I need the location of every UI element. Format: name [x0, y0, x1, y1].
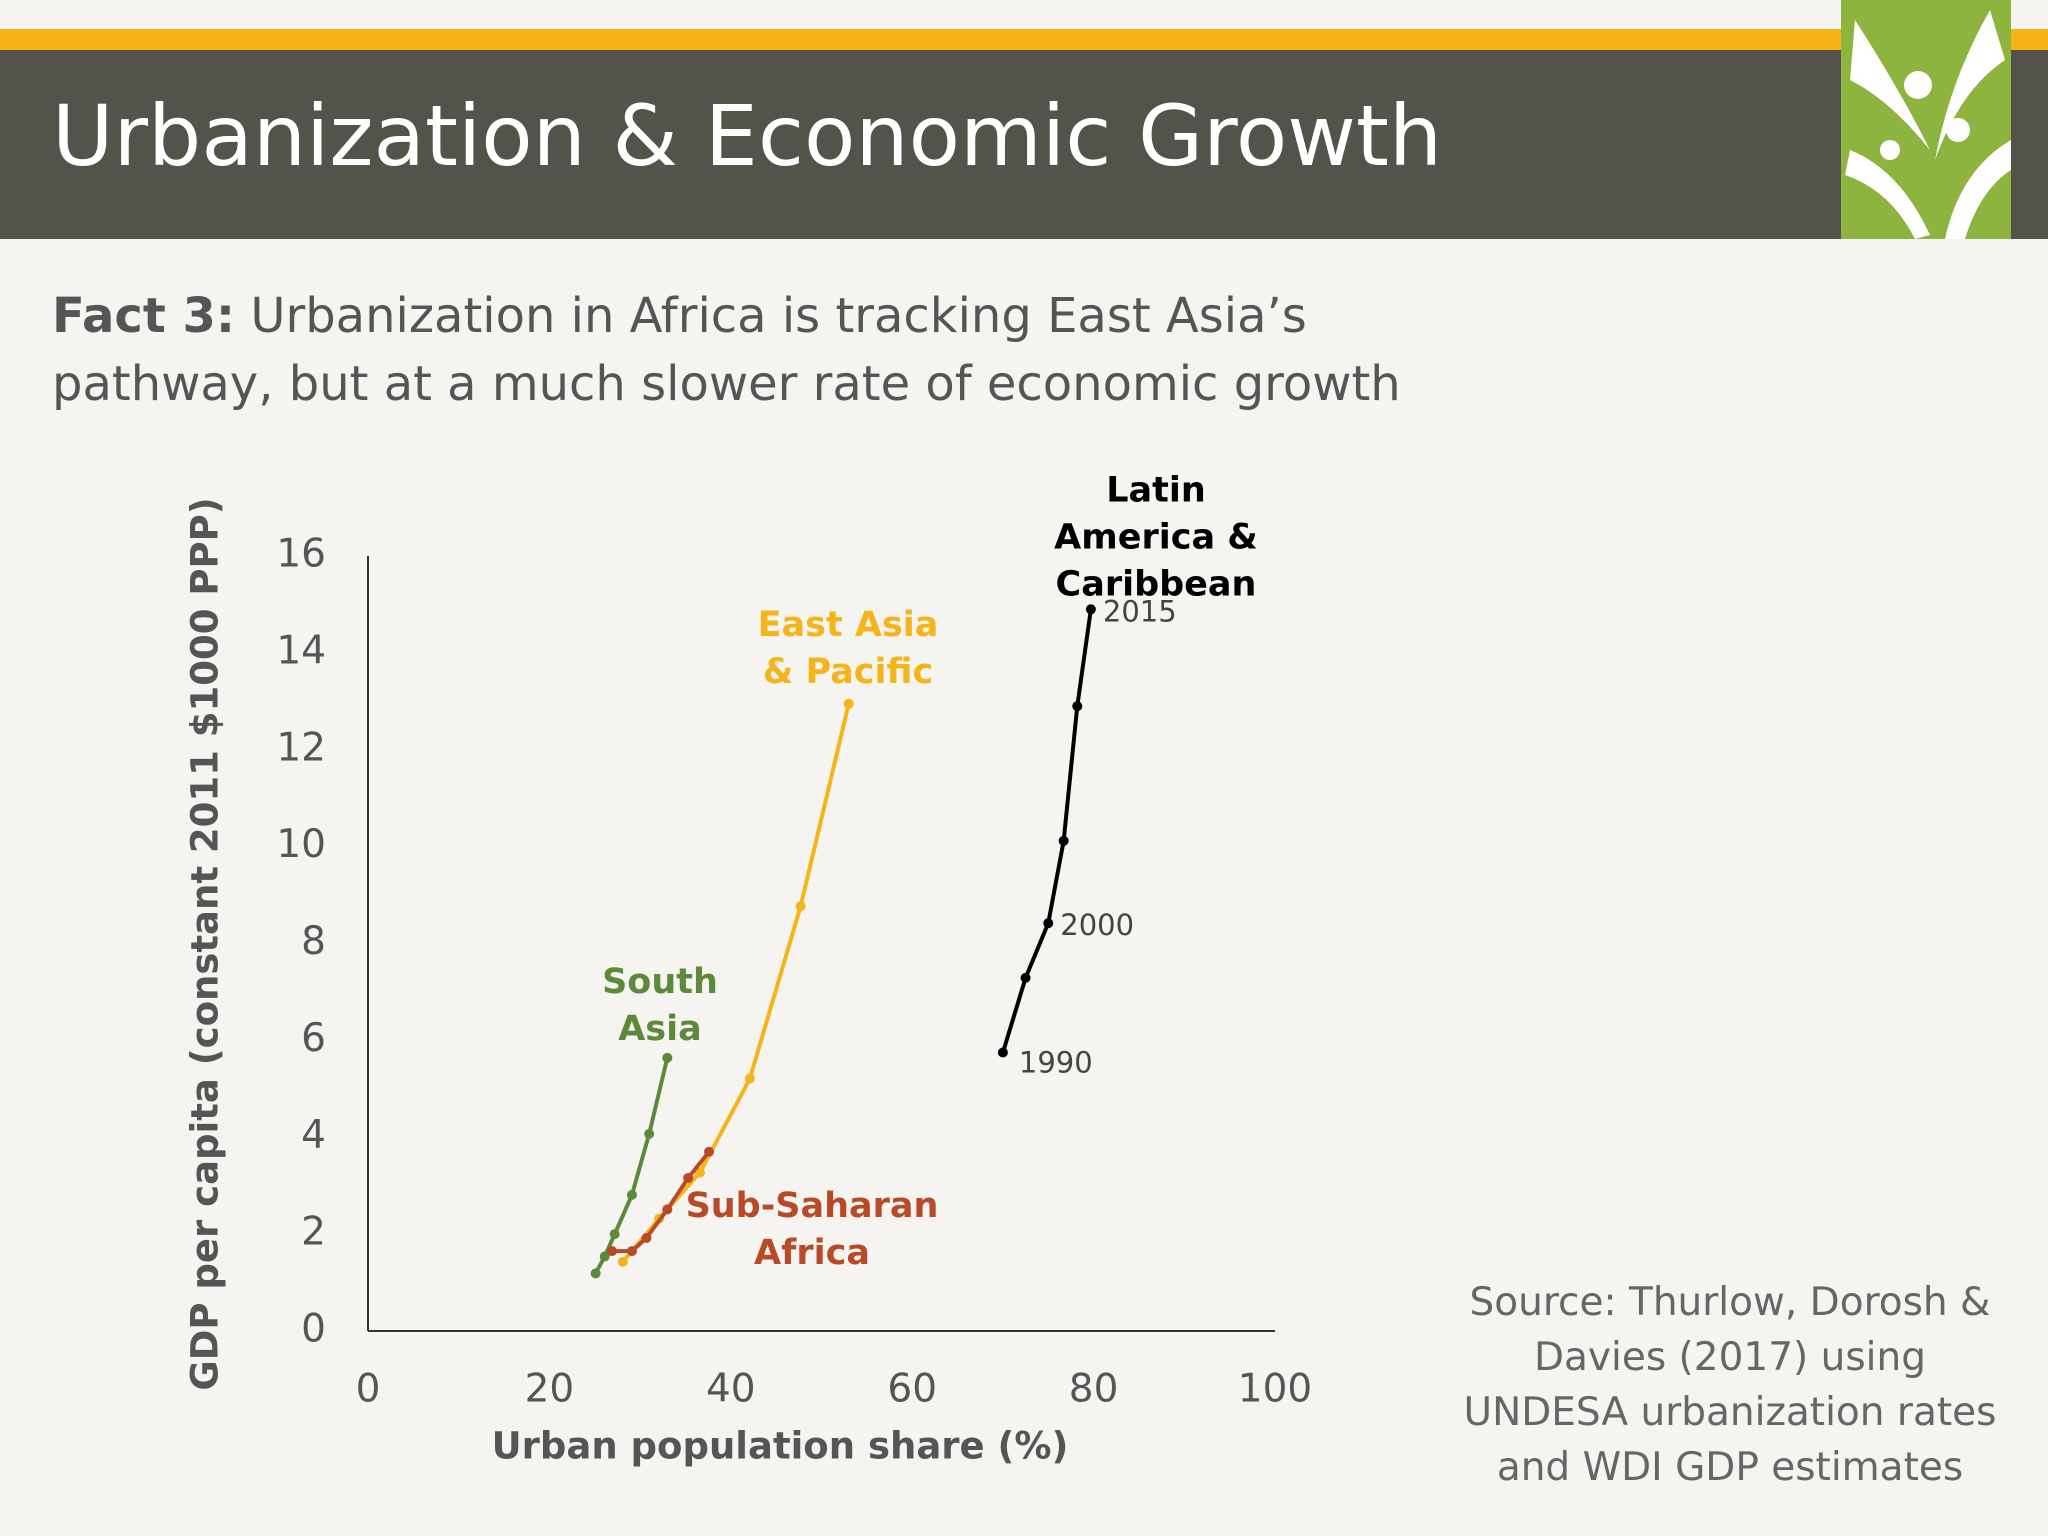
y-axis-label: GDP per capita (constant 2011 $1000 PPP)	[184, 497, 227, 1390]
data-point	[617, 1256, 628, 1267]
y-tick-label: 2	[301, 1210, 326, 1255]
accent-band	[0, 29, 2048, 50]
data-point	[704, 1146, 715, 1157]
series-line	[593, 1057, 670, 1275]
annotation: 1990	[1019, 1045, 1093, 1079]
data-point	[1058, 835, 1069, 846]
logo	[1841, 0, 2011, 239]
y-tick-label: 14	[276, 628, 326, 673]
data-point	[843, 698, 854, 709]
data-point	[626, 1246, 637, 1257]
series-label: Sub-Saharan Africa	[685, 1186, 939, 1273]
data-point	[744, 1073, 755, 1084]
fact-text: Urbanization in Africa is tracking East …	[52, 288, 1401, 412]
series-label: Latin America & Caribbean	[1054, 470, 1258, 605]
y-tick-label: 6	[301, 1016, 326, 1061]
x-tick-label: 80	[1069, 1367, 1119, 1412]
data-point	[1043, 918, 1054, 929]
y-tick-label: 10	[276, 822, 326, 867]
data-point	[1072, 701, 1083, 712]
data-point	[694, 1167, 705, 1178]
slide-title: Urbanization & Economic Growth	[52, 87, 1442, 185]
y-tick-label: 8	[301, 919, 326, 964]
series-label: South Asia	[602, 962, 718, 1049]
data-point	[662, 1052, 673, 1063]
y-tick-label: 16	[276, 532, 326, 577]
data-point	[1020, 972, 1031, 983]
data-point	[662, 1204, 673, 1215]
data-point	[599, 1251, 610, 1262]
x-tick-label: 0	[356, 1367, 381, 1412]
data-point	[641, 1233, 652, 1243]
annotation: 2000	[1060, 908, 1134, 942]
data-point	[590, 1268, 601, 1279]
annotation: 2015	[1103, 594, 1177, 628]
y-tick-label: 4	[301, 1113, 326, 1158]
series-label: East Asia & Pacific	[757, 605, 939, 692]
y-tick-label: 12	[276, 725, 326, 770]
source-note: Source: Thurlow, Dorosh & Davies (2017) …	[1463, 1280, 1997, 1490]
data-point	[997, 1047, 1008, 1058]
x-tick-label: 40	[706, 1367, 756, 1412]
data-point	[1085, 604, 1096, 615]
header-band	[0, 50, 2048, 239]
data-point	[644, 1128, 655, 1139]
fact: Fact 3: Urbanization in Africa is tracki…	[52, 282, 1492, 418]
data-point	[626, 1189, 637, 1200]
series-line	[1000, 609, 1093, 1054]
fact-label: Fact 3:	[52, 288, 236, 344]
data-point	[609, 1229, 620, 1240]
data-point	[683, 1172, 694, 1183]
x-tick-label: 60	[887, 1367, 937, 1412]
x-axis-label: Urban population share (%)	[492, 1425, 1069, 1468]
data-point	[795, 901, 806, 912]
x-tick-label: 20	[525, 1367, 575, 1412]
y-tick-label: 0	[301, 1307, 326, 1352]
x-tick-label: 100	[1238, 1367, 1312, 1412]
data-point	[606, 1246, 617, 1257]
